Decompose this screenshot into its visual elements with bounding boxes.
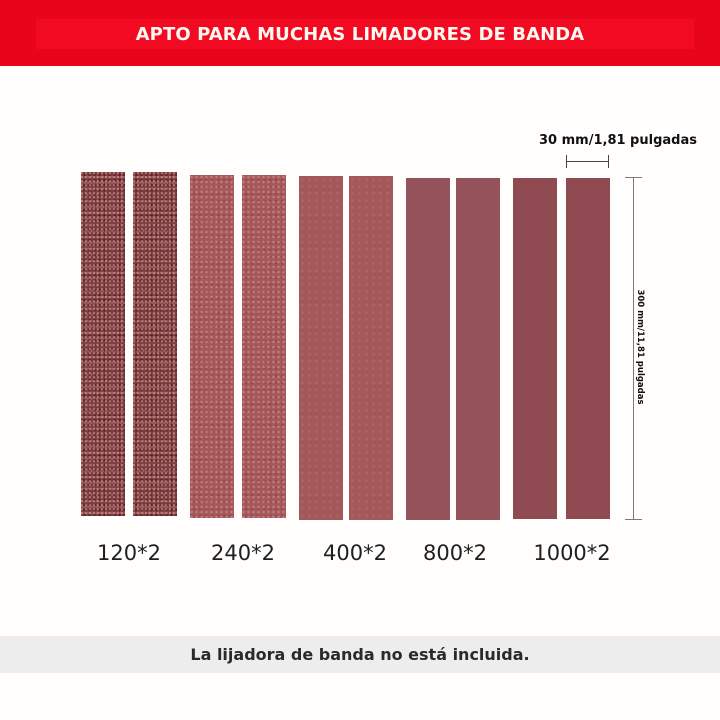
sanding-belt-1000-b — [566, 178, 610, 519]
sanding-belt-800-b — [456, 178, 500, 520]
grit-label-400: 400*2 — [323, 541, 387, 565]
sanding-belt-1000-a — [513, 178, 557, 519]
footer-bar — [0, 636, 720, 673]
sanding-belt-400-a — [299, 176, 343, 520]
sanding-belt-800-a — [406, 178, 450, 520]
grit-label-240: 240*2 — [211, 541, 275, 565]
grit-label-800: 800*2 — [423, 541, 487, 565]
sanding-belt-400-b — [349, 176, 393, 520]
sanding-belt-240-b — [242, 175, 286, 518]
grit-label-120: 120*2 — [97, 541, 161, 565]
sanding-belt-120-a — [81, 172, 125, 516]
banner-inner-panel — [36, 19, 694, 49]
grit-label-1000: 1000*2 — [533, 541, 611, 565]
sanding-belt-120-b — [133, 172, 177, 516]
sanding-belt-240-a — [190, 175, 234, 518]
header-banner — [0, 0, 720, 66]
banner-title: APTO PARA MUCHAS LIMADORES DE BANDA — [135, 24, 585, 45]
width-dimension-label: 30 mm/1,81 pulgadas — [539, 133, 697, 148]
footer-note: La lijadora de banda no está incluida. — [190, 645, 530, 664]
